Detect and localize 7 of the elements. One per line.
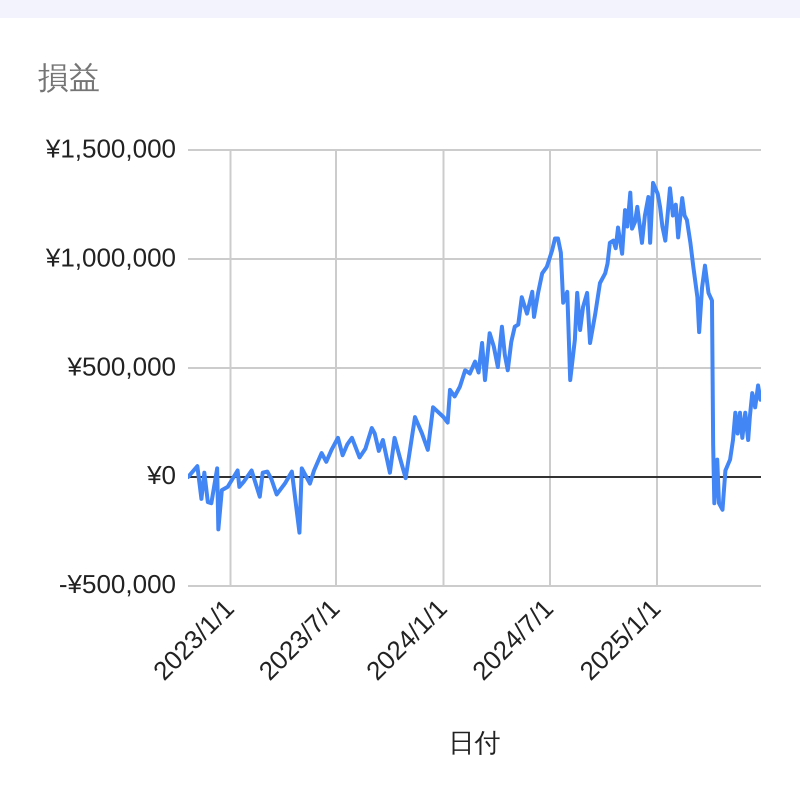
y-tick-label: ¥1,000,000: [44, 242, 176, 272]
y-tick-label: ¥1,500,000: [44, 133, 176, 164]
chart-title: 損益: [38, 60, 100, 96]
y-tick-label: -¥500,000: [58, 569, 176, 600]
y-tick-label: ¥0: [146, 460, 176, 490]
x-axis-title: 日付: [448, 728, 500, 758]
y-tick-label: ¥500,000: [66, 351, 176, 382]
